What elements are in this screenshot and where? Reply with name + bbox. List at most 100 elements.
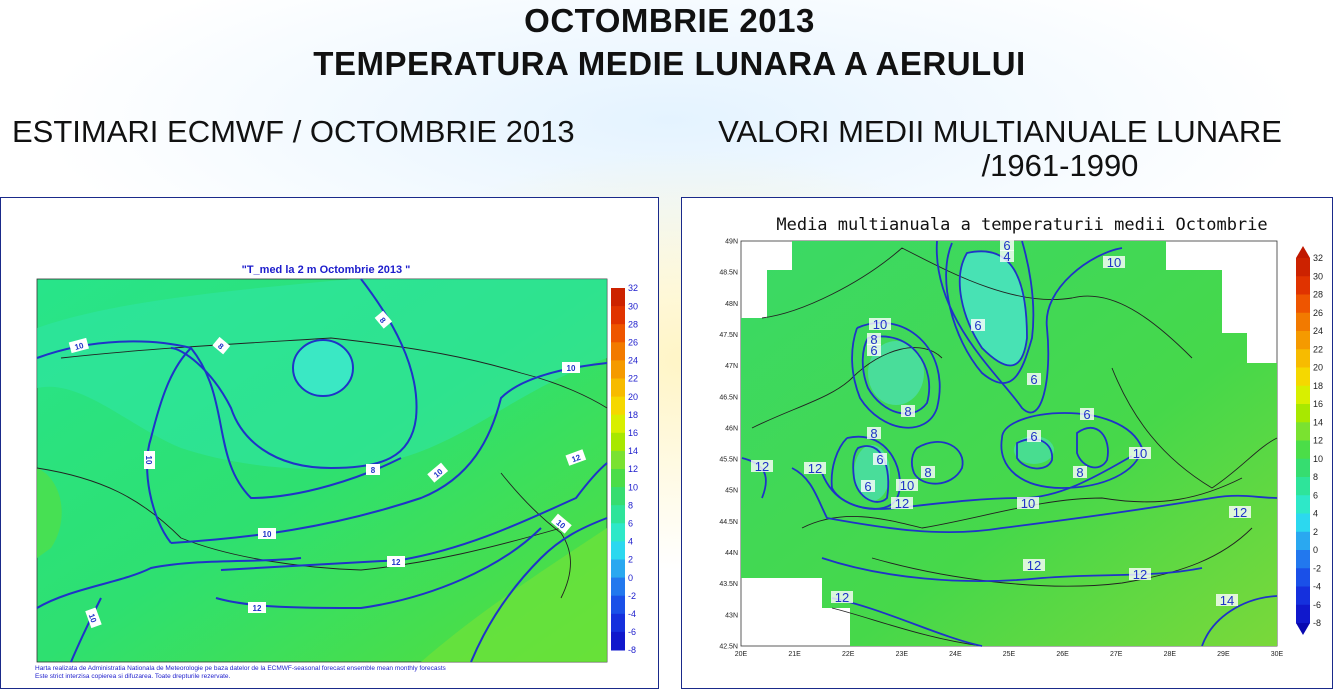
- ecmwf-border-south: [36, 467, 562, 571]
- colorbar-tick-label: 32: [1313, 253, 1323, 263]
- colorbar-swatch: [1296, 586, 1310, 606]
- mm-label-21: 12: [895, 496, 909, 511]
- mm-label-1: 6: [1003, 238, 1010, 253]
- colorbar-swatch: [1296, 422, 1310, 441]
- ecmwf-cold-core: [293, 340, 353, 396]
- colorbar-swatch: [1296, 331, 1310, 350]
- colorbar-tick-label: -8: [1313, 618, 1321, 628]
- colorbar-swatch: [1296, 477, 1310, 496]
- right-subtitle-line2: /1961-1990: [981, 148, 1139, 183]
- ecmwf-label-8: 10: [263, 530, 272, 539]
- lon-tick-label: 21E: [788, 651, 801, 658]
- page-title-line2: TEMPERATURA MEDIE LUNARA A AERULUI: [313, 45, 1026, 82]
- right-subtitle: VALORI MEDII MULTIANUALE LUNARE /1961-19…: [690, 115, 1310, 183]
- mm-label-15: 10: [1133, 446, 1147, 461]
- colorbar-tick-label: -2: [1313, 563, 1321, 573]
- colorbar-tick-label: 20: [628, 392, 638, 402]
- ecmwf-label-10: 10: [87, 612, 99, 624]
- colorbar-swatch: [611, 559, 625, 579]
- colorbar-tick-label: -4: [1313, 582, 1321, 592]
- colorbar-swatch: [1296, 604, 1310, 624]
- colorbar-swatch: [1296, 513, 1310, 533]
- mm-label-23: 12: [1233, 505, 1247, 520]
- colorbar-swatch: [611, 360, 625, 379]
- lon-tick-label: 22E: [842, 651, 855, 658]
- colorbar-tick-label: 14: [628, 446, 638, 456]
- colorbar-tick-label: 32: [628, 283, 638, 293]
- mm-label-19: 6: [876, 452, 883, 467]
- colorbar-swatch: [611, 505, 625, 524]
- ecmwf-west-zone: [37, 468, 62, 558]
- colorbar-swatch: [611, 523, 625, 542]
- lon-tick-label: 30E: [1271, 651, 1284, 658]
- colorbar-swatch: [1296, 276, 1310, 295]
- lat-tick-label: 42.5N: [719, 644, 738, 651]
- colorbar-swatch: [611, 631, 625, 651]
- colorbar-swatch: [1296, 458, 1310, 478]
- colorbar-tick-label: 4: [628, 537, 633, 547]
- lat-tick-label: 43.5N: [719, 581, 738, 588]
- colorbar-tick-label: 22: [1313, 344, 1323, 354]
- mm-label-17: 12: [808, 461, 822, 476]
- ecmwf-border-east: [500, 472, 571, 599]
- mm-label-18: 6: [864, 479, 871, 494]
- lon-tick-label: 20E: [735, 651, 748, 658]
- colorbar-tick-label: 30: [1313, 271, 1323, 281]
- colorbar-tick-label: 0: [628, 573, 633, 583]
- ecmwf-label-4: 10: [567, 364, 576, 373]
- lat-tick-label: 43N: [725, 612, 738, 619]
- multiannual-contour-labels: 6 4 10 10 8 6 6 8 6 8 6 6 8 8 10 12 12 6…: [751, 238, 1251, 608]
- colorbar-swatch: [1296, 349, 1310, 368]
- colorbar-swatch: [1296, 367, 1310, 387]
- lat-tick-label: 47N: [725, 363, 738, 370]
- colorbar-tick-label: 22: [628, 374, 638, 384]
- lat-tick-label: 44N: [725, 550, 738, 557]
- ecmwf-warm-zone: [421, 528, 607, 662]
- colorbar-tick-label: -2: [628, 591, 636, 601]
- multiannual-cold-zone-center: [868, 341, 924, 405]
- colorbar-swatch: [1296, 312, 1310, 332]
- ecmwf-footer-line2: Este strict interzisa copierea si difuza…: [35, 673, 231, 680]
- colorbar-tick-label: -6: [628, 627, 636, 637]
- colorbar-tick-label: 18: [628, 410, 638, 420]
- colorbar-bottom-arrow: [1296, 623, 1310, 635]
- colorbar-tick-label: 24: [1313, 326, 1323, 336]
- mm-label-3: 10: [1107, 255, 1121, 270]
- colorbar-tick-label: 6: [628, 518, 633, 528]
- lon-tick-label: 24E: [949, 651, 962, 658]
- ecmwf-label-1: 10: [74, 341, 85, 352]
- mm-label-20: 10: [900, 478, 914, 493]
- colorbar-swatch: [611, 450, 625, 470]
- lon-tick-label: 27E: [1110, 651, 1123, 658]
- colorbar-tick-label: 16: [1313, 399, 1323, 409]
- colorbar-swatch: [1296, 294, 1310, 314]
- colorbar-tick-label: 24: [628, 356, 638, 366]
- colorbar-swatch: [1296, 550, 1310, 569]
- colorbar-swatch: [611, 378, 625, 398]
- colorbar-tick-label: 28: [628, 319, 638, 329]
- lat-tick-label: 45N: [725, 488, 738, 495]
- ecmwf-label-2: 8: [216, 342, 226, 352]
- colorbar-tick-label: 8: [1313, 472, 1318, 482]
- multiannual-axes: 49N 48.5N 48N 47.5N 47N 46.5N 46N 45.5N 45N 44.5N…: [719, 239, 1283, 659]
- colorbar-tick-label: 12: [628, 464, 638, 474]
- colorbar-top-arrow: [1296, 246, 1310, 258]
- page-title-line1: OCTOMBRIE 2013: [524, 2, 815, 39]
- ecmwf-label-7: 8: [371, 466, 376, 475]
- colorbar-swatch: [1296, 404, 1310, 423]
- lat-tick-label: 48.5N: [719, 270, 738, 277]
- colorbar-swatch: [611, 577, 625, 597]
- mm-label-27: 14: [1220, 593, 1234, 608]
- colorbar-swatch: [1296, 385, 1310, 405]
- lon-tick-label: 28E: [1164, 651, 1177, 658]
- lon-tick-label: 29E: [1217, 651, 1230, 658]
- multiannual-map: 6 4 10 10 8 6 6 8 6 8 6 6 8 8 10 12 12 6…: [719, 238, 1323, 659]
- mm-label-2: 4: [1003, 249, 1010, 264]
- colorbar-swatch: [1296, 568, 1310, 587]
- mm-label-26: 12: [835, 590, 849, 605]
- colorbar-tick-label: 20: [1313, 363, 1323, 373]
- colorbar-swatch: [1296, 440, 1310, 460]
- mm-label-10: 8: [870, 426, 877, 441]
